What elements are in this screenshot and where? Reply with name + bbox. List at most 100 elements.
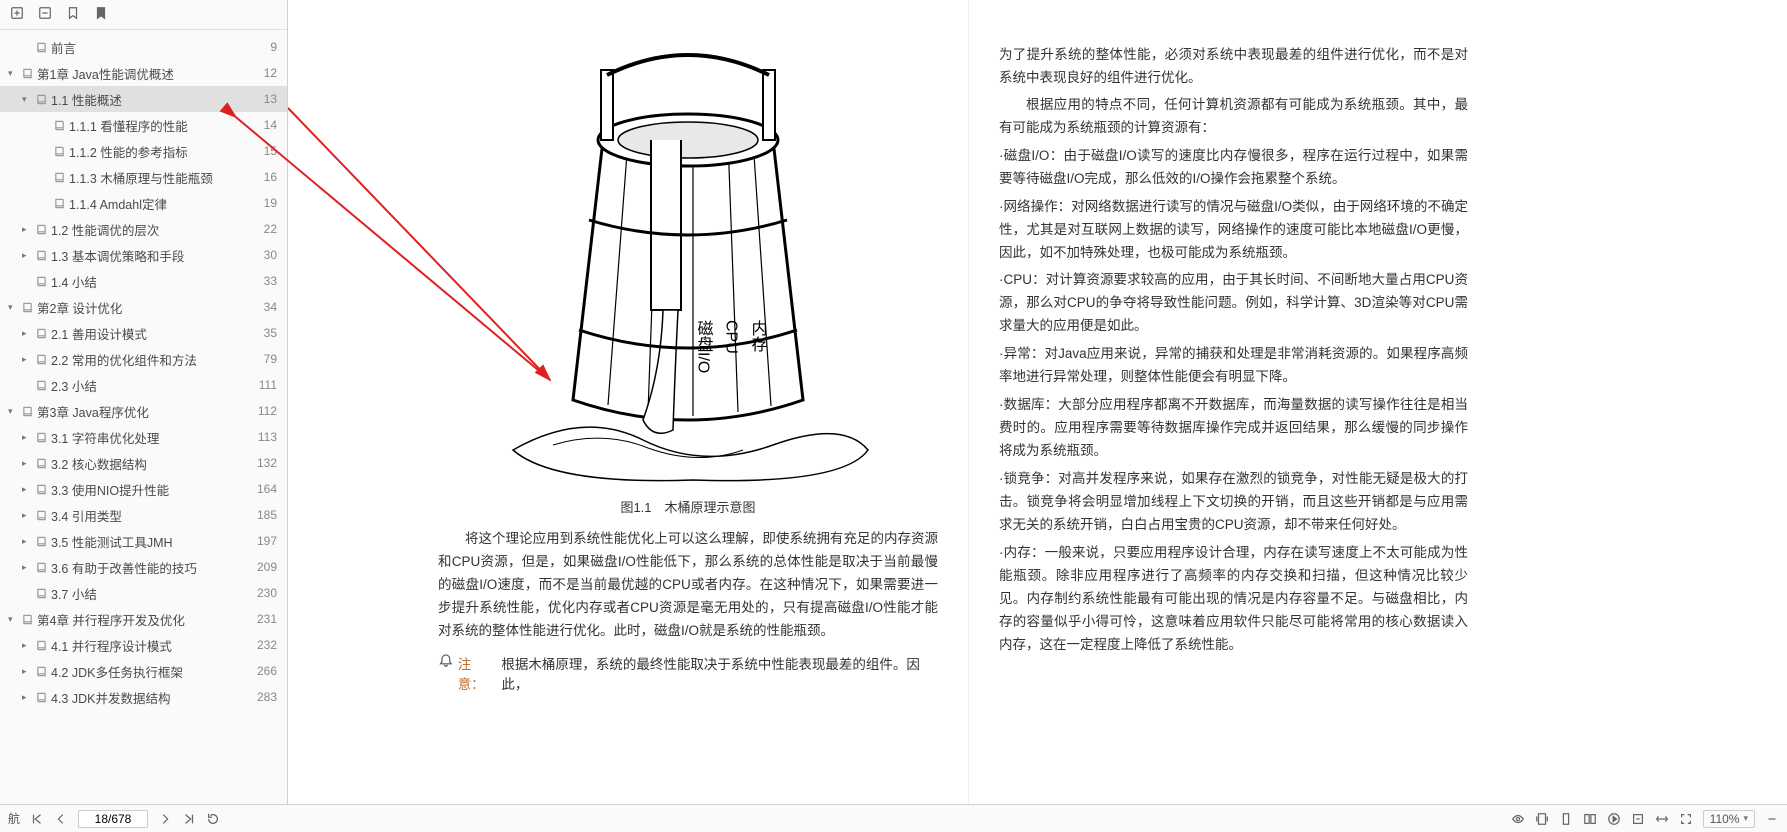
zoom-value: 110% bbox=[1710, 812, 1740, 826]
outline-tree: 前言9▾第1章 Java性能调优概述12▾1.1 性能概述131.1.1 看懂程… bbox=[0, 30, 287, 804]
outline-item[interactable]: ▸ 3.1 字符串优化处理 113 bbox=[0, 424, 287, 450]
outline-item[interactable]: ▾第4章 并行程序开发及优化231 bbox=[0, 606, 287, 632]
outline-item[interactable]: ▾ 1.1 性能概述 13 bbox=[0, 86, 287, 112]
outline-item-label: 3.6 有助于改善性能的技巧 bbox=[51, 558, 197, 577]
book-icon bbox=[36, 562, 47, 573]
outline-item-page: 33 bbox=[264, 274, 277, 288]
expand-all-icon[interactable] bbox=[10, 6, 24, 23]
book-icon bbox=[36, 692, 47, 703]
book-icon bbox=[54, 198, 65, 209]
book-icon bbox=[36, 94, 47, 105]
eye-icon[interactable] bbox=[1511, 812, 1525, 826]
zoom-out-icon[interactable] bbox=[1765, 812, 1779, 826]
book-icon bbox=[54, 172, 65, 183]
chevron-icon[interactable]: ▾ bbox=[8, 406, 18, 417]
chevron-icon[interactable]: ▸ bbox=[22, 640, 32, 651]
chevron-icon[interactable]: ▸ bbox=[22, 432, 32, 443]
chevron-icon[interactable]: ▾ bbox=[8, 68, 18, 79]
outline-item[interactable]: ▸2.2 常用的优化组件和方法79 bbox=[0, 346, 287, 372]
outline-item[interactable]: ▸1.2 性能调优的层次22 bbox=[0, 216, 287, 242]
outline-item-label: 1.1.1 看懂程序的性能 bbox=[69, 116, 188, 135]
two-page-icon[interactable] bbox=[1583, 812, 1597, 826]
chevron-icon[interactable]: ▾ bbox=[8, 614, 18, 625]
outline-item-page: 113 bbox=[258, 430, 277, 444]
chevron-icon[interactable]: ▸ bbox=[22, 666, 32, 677]
book-icon bbox=[36, 640, 47, 651]
outline-item[interactable]: ▸1.3 基本调优策略和手段30 bbox=[0, 242, 287, 268]
label-mem: 内存 bbox=[749, 320, 768, 352]
figure-bucket: 磁盘I/O CPU 内存 图1.1 木桶原理示意图 bbox=[438, 10, 938, 516]
play-icon[interactable] bbox=[1607, 812, 1621, 826]
outline-item-label: 1.1.4 Amdahl定律 bbox=[69, 194, 167, 213]
chevron-icon[interactable]: ▾ bbox=[22, 94, 32, 105]
book-icon bbox=[36, 536, 47, 547]
outline-item-label: 2.2 常用的优化组件和方法 bbox=[51, 350, 197, 369]
fit-width-icon[interactable] bbox=[1655, 812, 1669, 826]
outline-item[interactable]: ▸2.1 善用设计模式35 bbox=[0, 320, 287, 346]
last-page-icon[interactable] bbox=[182, 812, 196, 826]
outline-item-label: 2.1 善用设计模式 bbox=[51, 324, 147, 343]
outline-item[interactable]: 2.3 小结111 bbox=[0, 372, 287, 398]
outline-item[interactable]: ▾第2章 设计优化34 bbox=[0, 294, 287, 320]
page-input[interactable] bbox=[78, 810, 148, 828]
chevron-icon[interactable]: ▸ bbox=[22, 250, 32, 261]
chevron-icon[interactable]: ▸ bbox=[22, 354, 32, 365]
chevron-icon[interactable]: ▸ bbox=[22, 510, 32, 521]
outline-item[interactable]: ▸4.1 并行程序设计模式232 bbox=[0, 632, 287, 658]
fullscreen-icon[interactable] bbox=[1679, 812, 1693, 826]
outline-item[interactable]: 1.1.4 Amdahl定律19 bbox=[0, 190, 287, 216]
bullet-disk: ·磁盘I/O：由于磁盘I/O读写的速度比内存慢很多，程序在运行过程中，如果需要等… bbox=[999, 145, 1468, 191]
single-page-icon[interactable] bbox=[1559, 812, 1573, 826]
book-icon bbox=[36, 432, 47, 443]
chevron-icon[interactable]: ▸ bbox=[22, 484, 32, 495]
page-viewport[interactable]: 磁盘I/O CPU 内存 图1.1 木桶原理示意图 将这个理论应用到系统性能优化… bbox=[288, 0, 1787, 804]
book-icon bbox=[36, 588, 47, 599]
chevron-icon[interactable]: ▾ bbox=[8, 302, 18, 313]
outline-item[interactable]: ▸3.4 引用类型185 bbox=[0, 502, 287, 528]
next-page-icon[interactable] bbox=[158, 812, 172, 826]
rotate-icon[interactable] bbox=[206, 812, 220, 826]
bell-icon bbox=[438, 653, 454, 669]
chevron-icon[interactable]: ▸ bbox=[22, 562, 32, 573]
outline-item[interactable]: 3.7 小结230 bbox=[0, 580, 287, 606]
book-icon bbox=[22, 614, 33, 625]
book-icon bbox=[36, 328, 47, 339]
outline-item-page: 197 bbox=[257, 534, 277, 548]
chevron-icon[interactable]: ▸ bbox=[22, 458, 32, 469]
outline-item[interactable]: ▸4.2 JDK多任务执行框架266 bbox=[0, 658, 287, 684]
outline-item-label: 1.1 性能概述 bbox=[51, 90, 122, 109]
bullet-cpu: ·CPU：对计算资源要求较高的应用，由于其长时间、不间断地大量占用CPU资源，那… bbox=[999, 269, 1468, 338]
outline-item[interactable]: ▸3.2 核心数据结构132 bbox=[0, 450, 287, 476]
outline-item[interactable]: ▸3.3 使用NIO提升性能164 bbox=[0, 476, 287, 502]
outline-item[interactable]: 1.4 小结33 bbox=[0, 268, 287, 294]
outline-item[interactable]: ▸3.6 有助于改善性能的技巧209 bbox=[0, 554, 287, 580]
outline-item-label: 3.1 字符串优化处理 bbox=[51, 428, 159, 447]
outline-item[interactable]: ▾第3章 Java程序优化112 bbox=[0, 398, 287, 424]
actual-size-icon[interactable] bbox=[1631, 812, 1645, 826]
outline-item[interactable]: ▸3.5 性能测试工具JMH197 bbox=[0, 528, 287, 554]
outline-item-page: 13 bbox=[264, 92, 277, 106]
collapse-all-icon[interactable] bbox=[38, 6, 52, 23]
outline-item[interactable]: 1.1.1 看懂程序的性能14 bbox=[0, 112, 287, 138]
first-page-icon[interactable] bbox=[30, 812, 44, 826]
chevron-icon[interactable]: ▸ bbox=[22, 536, 32, 547]
nav-label: 航 bbox=[8, 810, 20, 827]
book-icon bbox=[36, 354, 47, 365]
outline-item[interactable]: 前言9 bbox=[0, 34, 287, 60]
fit-page-icon[interactable] bbox=[1535, 812, 1549, 826]
outline-item-label: 1.1.3 木桶原理与性能瓶颈 bbox=[69, 168, 213, 187]
chevron-icon[interactable]: ▸ bbox=[22, 692, 32, 703]
book-icon bbox=[36, 510, 47, 521]
bookmark-empty-icon[interactable] bbox=[66, 6, 80, 23]
outline-toolbar bbox=[0, 0, 287, 30]
zoom-selector[interactable]: 110% ▾ bbox=[1703, 810, 1755, 828]
outline-item[interactable]: 1.1.2 性能的参考指标15 bbox=[0, 138, 287, 164]
chevron-icon[interactable]: ▸ bbox=[22, 224, 32, 235]
outline-item[interactable]: 1.1.3 木桶原理与性能瓶颈16 bbox=[0, 164, 287, 190]
outline-item-label: 2.3 小结 bbox=[51, 376, 97, 395]
outline-item[interactable]: ▸4.3 JDK并发数据结构283 bbox=[0, 684, 287, 710]
chevron-icon[interactable]: ▸ bbox=[22, 328, 32, 339]
prev-page-icon[interactable] bbox=[54, 812, 68, 826]
bookmark-filled-icon[interactable] bbox=[94, 6, 108, 23]
outline-item[interactable]: ▾第1章 Java性能调优概述12 bbox=[0, 60, 287, 86]
